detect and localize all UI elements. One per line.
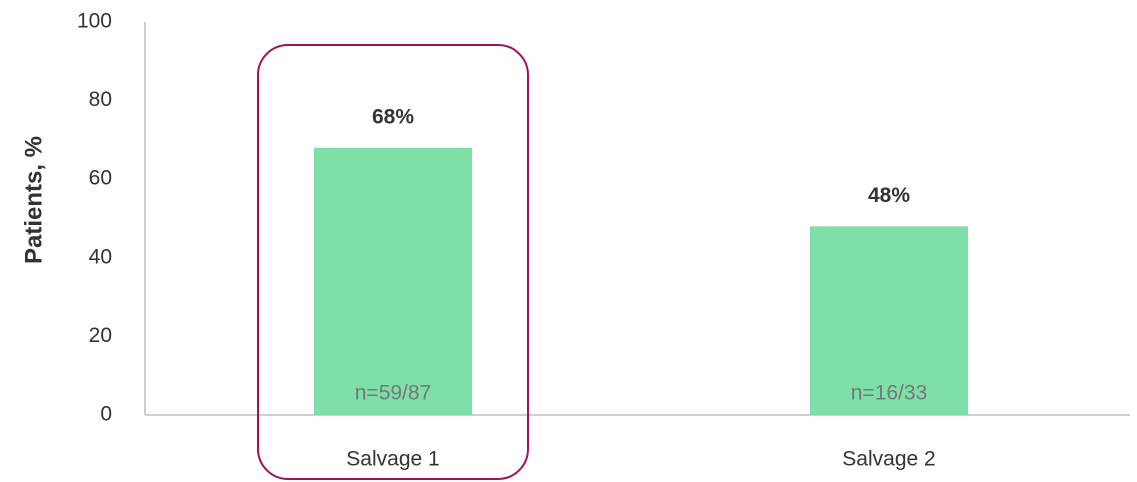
sample-size: n=59/87	[355, 382, 432, 405]
value-label: 48%	[868, 184, 910, 207]
highlight-box	[257, 44, 529, 480]
y-tick-label: 40	[89, 245, 112, 268]
y-tick-label: 60	[89, 167, 112, 190]
value-label: 68%	[372, 105, 414, 128]
y-tick-label: 100	[77, 10, 112, 33]
y-tick-label: 80	[89, 88, 112, 111]
x-tick-label: Salvage 2	[842, 448, 935, 471]
bar	[810, 226, 968, 415]
bar	[314, 147, 472, 415]
y-tick-label: 0	[100, 403, 112, 426]
sample-size: n=16/33	[851, 382, 928, 405]
y-tick-label: 20	[89, 324, 112, 347]
y-axis-label: Patients, %	[20, 136, 47, 264]
x-tick-label: Salvage 1	[346, 448, 439, 471]
